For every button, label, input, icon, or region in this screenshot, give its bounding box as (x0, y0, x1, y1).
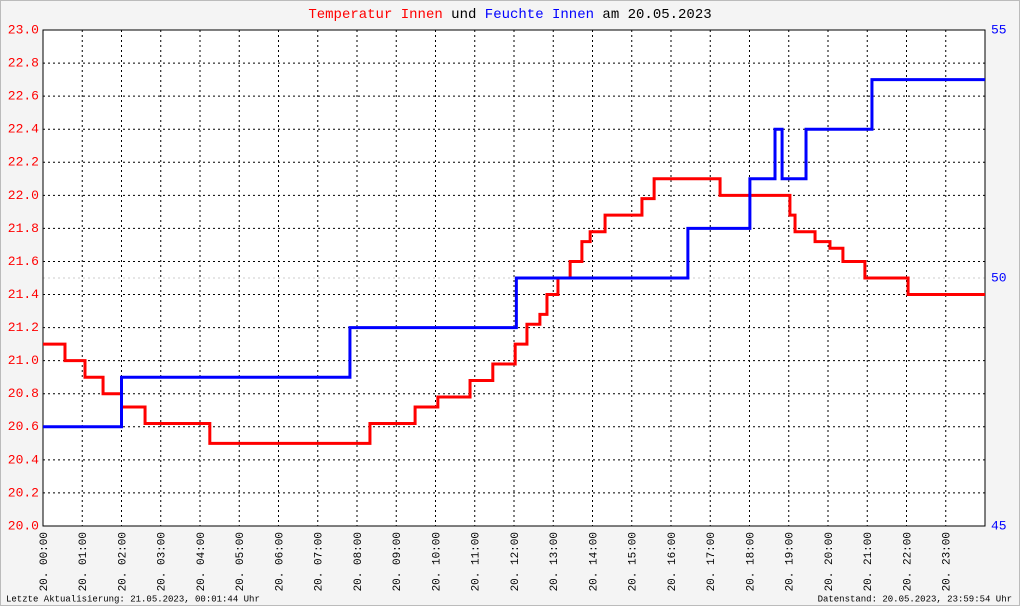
y2-tick-label: 45 (991, 518, 1007, 533)
series-line (43, 78, 985, 429)
y-tick-label: 20.0 (8, 518, 39, 533)
x-tick-label: 20. 07:00 (314, 532, 326, 591)
y-tick-label: 22.4 (8, 122, 39, 137)
y-tick-label: 21.2 (8, 320, 39, 335)
x-tick-label: 20. 01:00 (78, 532, 90, 591)
x-tick-label: 20. 08:00 (353, 532, 365, 591)
footer-left: Letzte Aktualisierung: 21.05.2023, 00:01… (6, 594, 260, 604)
title-part: Feuchte Innen (485, 7, 594, 23)
x-tick-label: 20. 00:00 (39, 532, 51, 591)
x-tick-label: 20. 11:00 (471, 532, 483, 591)
y-tick-label: 20.6 (8, 419, 39, 434)
x-tick-label: 20. 18:00 (745, 532, 757, 591)
x-tick-label: 20. 06:00 (274, 532, 286, 591)
x-tick-label: 20. 10:00 (431, 532, 443, 591)
y-tick-label: 22.0 (8, 188, 39, 203)
x-tick-label: 20. 14:00 (588, 532, 600, 591)
y-tick-label: 21.8 (8, 221, 39, 236)
footer-right: Datenstand: 20.05.2023, 23:59:54 Uhr (818, 594, 1012, 604)
x-tick-label: 20. 15:00 (628, 532, 640, 591)
title-part: Temperatur Innen (308, 7, 442, 23)
y-tick-label: 21.0 (8, 353, 39, 368)
title-part: und (451, 7, 476, 23)
x-tick-label: 20. 20:00 (824, 532, 836, 591)
x-tick-label: 20. 12:00 (510, 532, 522, 591)
y-tick-label: 23.0 (8, 22, 39, 37)
plot-border (42, 29, 986, 527)
x-tick-label: 20. 19:00 (785, 532, 797, 591)
y-tick-label: 20.2 (8, 485, 39, 500)
y-tick-label: 20.8 (8, 386, 39, 401)
x-tick-label: 20. 03:00 (157, 532, 169, 591)
x-tick-label: 20. 22:00 (902, 532, 914, 591)
y-tick-label: 22.8 (8, 56, 39, 71)
y-tick-label: 21.6 (8, 254, 39, 269)
y-tick-label: 20.4 (8, 452, 39, 467)
x-tick-label: 20. 09:00 (392, 532, 404, 591)
y-tick-label: 21.4 (8, 287, 39, 302)
x-tick-label: 20. 21:00 (863, 532, 875, 591)
x-tick-label: 20. 17:00 (706, 532, 718, 591)
series-line (43, 177, 985, 445)
x-tick-label: 20. 05:00 (235, 532, 247, 591)
x-tick-label: 20. 04:00 (196, 532, 208, 591)
title-part: am 20.05.2023 (602, 7, 711, 23)
x-tick-label: 20. 13:00 (549, 532, 561, 591)
x-tick-label: 20. 16:00 (667, 532, 679, 591)
y2-tick-label: 50 (991, 270, 1007, 285)
y2-tick-label: 55 (991, 22, 1007, 37)
chart-title: Temperatur Innen und Feuchte Innen am 20… (308, 7, 711, 23)
y-tick-label: 22.6 (8, 89, 39, 104)
x-tick-label: 20. 02:00 (117, 532, 129, 591)
x-tick-label: 20. 23:00 (942, 532, 954, 591)
y-tick-label: 22.2 (8, 155, 39, 170)
